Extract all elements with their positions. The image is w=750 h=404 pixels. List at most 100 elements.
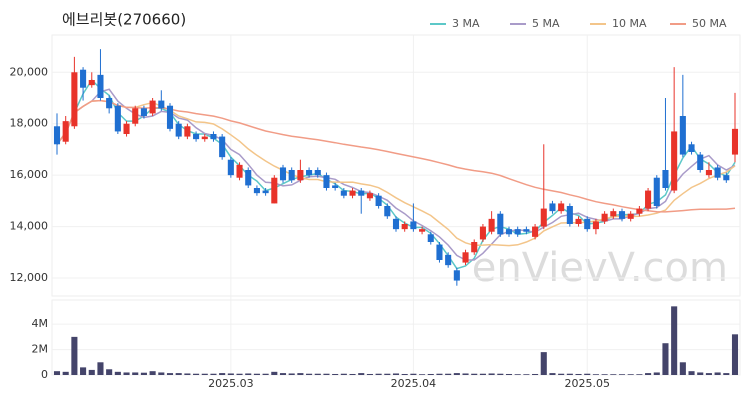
volume-bar	[731, 334, 739, 375]
volume-bar	[523, 374, 530, 375]
y-tick-label: 4M	[32, 317, 49, 330]
volume-bar	[479, 373, 486, 375]
candle-body	[314, 170, 321, 176]
volume-bar	[688, 371, 695, 375]
candle-body	[271, 177, 278, 204]
volume-bar	[662, 343, 669, 375]
volume-bar	[71, 336, 78, 375]
candle-body	[723, 175, 730, 181]
volume-bar	[332, 373, 339, 375]
candle-body	[366, 193, 373, 199]
candle-body	[419, 229, 426, 232]
candle-body	[697, 154, 704, 170]
volume-bar	[419, 374, 426, 375]
volume-bar	[505, 373, 513, 375]
candle-body	[288, 170, 295, 181]
candle-body	[279, 167, 287, 181]
volume-bar	[219, 373, 226, 375]
volume-bar	[636, 374, 643, 375]
volume-bar	[540, 352, 547, 375]
x-tick-label: 2025.03	[208, 377, 254, 390]
candle-body	[123, 123, 130, 134]
volume-bar	[471, 373, 478, 375]
volume-bar	[97, 362, 104, 375]
volume-bar	[175, 373, 182, 375]
candle-body	[410, 221, 417, 230]
volume-bar	[114, 371, 121, 375]
x-tick-label: 2025.04	[391, 377, 437, 390]
volume-bar	[340, 373, 347, 375]
legend-label: 10 MA	[612, 17, 647, 30]
candle-body	[88, 80, 95, 86]
candle-body	[306, 170, 313, 176]
volume-bar	[601, 374, 608, 375]
candle-body	[731, 128, 739, 155]
price-panel	[51, 34, 741, 297]
volume-bar	[158, 372, 165, 375]
y-tick-label: 16,000	[10, 168, 49, 181]
candle-body	[201, 136, 208, 140]
volume-bar	[314, 373, 321, 375]
volume-bar	[201, 373, 208, 375]
candle-body	[262, 190, 269, 194]
volume-bar	[132, 372, 139, 375]
legend-label: 50 MA	[692, 17, 727, 30]
volume-bar	[323, 373, 330, 375]
volume-bar	[453, 373, 460, 375]
volume-bar	[62, 371, 69, 375]
candle-body	[297, 170, 304, 181]
volume-bar	[679, 362, 686, 375]
watermark: enVievV.com	[472, 245, 728, 291]
volume-bar	[392, 373, 400, 375]
candle-body	[227, 159, 234, 176]
candle-body	[705, 170, 712, 176]
volume-bar	[705, 373, 712, 375]
volume-bar	[262, 373, 269, 375]
volume-bar	[653, 372, 660, 375]
chart-title: 에브리봇(270660)	[62, 11, 186, 29]
candle-body	[479, 226, 486, 240]
volume-bar	[297, 373, 304, 375]
volume-bar	[53, 371, 61, 375]
volume-bar	[610, 374, 617, 375]
candle-body	[436, 244, 443, 260]
candle-body	[210, 134, 217, 140]
candle-body	[219, 136, 226, 158]
volume-bar	[366, 373, 373, 375]
candle-body	[662, 170, 669, 188]
volume-bar	[671, 306, 678, 375]
candle-body	[401, 224, 408, 230]
legend-label: 5 MA	[532, 17, 560, 30]
candle-body	[627, 213, 634, 219]
candle-body	[97, 74, 104, 98]
candle-body	[158, 100, 165, 109]
y-tick-label: 20,000	[10, 65, 49, 78]
candle-body	[332, 185, 339, 188]
candle-body	[140, 108, 147, 116]
volume-bar	[210, 373, 217, 375]
candle-body	[549, 203, 556, 212]
volume-bar	[697, 372, 704, 375]
candle-body	[166, 105, 174, 129]
volume-bar	[349, 373, 356, 375]
candle-body	[514, 229, 521, 235]
candle-body	[358, 190, 365, 196]
candle-body	[53, 126, 61, 145]
volume-bar	[149, 371, 156, 375]
candle-body	[592, 221, 599, 230]
y-tick-label: 18,000	[10, 117, 49, 130]
legend-label: 3 MA	[452, 17, 480, 30]
volume-bar	[436, 373, 443, 375]
volume-bar	[375, 373, 382, 375]
volume-bar	[401, 373, 408, 375]
volume-bar	[575, 373, 582, 375]
volume-bar	[227, 373, 234, 375]
candle-body	[471, 242, 478, 253]
candle-body	[80, 69, 87, 88]
volume-panel	[51, 299, 741, 376]
candle-body	[253, 188, 260, 194]
volume-bar	[488, 373, 495, 375]
volume-bar	[88, 369, 95, 375]
candle-body	[62, 121, 69, 142]
